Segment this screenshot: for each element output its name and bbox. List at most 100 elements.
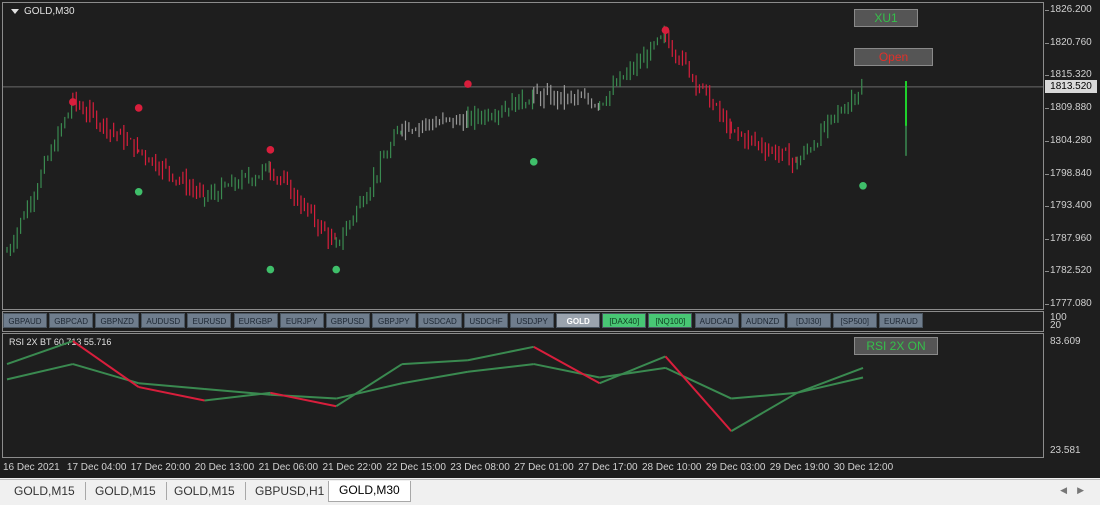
symbol-button-dax40[interactable]: [DAX40]	[602, 313, 647, 328]
symbol-button-sp500[interactable]: [SP500]	[832, 313, 877, 328]
symbol-button-nq100[interactable]: [NQ100]	[648, 313, 693, 328]
rsi-slow-line-segment	[796, 376, 864, 394]
rsi-chart-svg	[6, 340, 864, 432]
symbol-button-gbpcad[interactable]: GBPCAD	[49, 313, 94, 328]
rsi-slow-line-segment	[731, 391, 798, 400]
rsi-fast-line-segment	[664, 355, 733, 432]
price-chart-svg	[3, 25, 1043, 274]
symbol-bar-axis: 100 20	[1045, 311, 1100, 332]
tab-gold-m15-3[interactable]: GOLD,M15	[164, 482, 246, 500]
rsi-fast-line-segment	[796, 366, 864, 394]
rsi-fast-line-segment	[533, 345, 601, 385]
rsi-slow-line	[6, 363, 864, 400]
time-label: 16 Dec 2021	[3, 462, 60, 473]
time-label: 21 Dec 22:00	[322, 462, 383, 473]
symbol-button-gold[interactable]: GOLD	[556, 313, 601, 328]
time-label: 27 Dec 01:00	[514, 462, 574, 473]
price-tick-mark	[1045, 304, 1049, 305]
time-label: 29 Dec 03:00	[705, 462, 766, 473]
rsi-axis: 83.609 23.581	[1045, 333, 1100, 458]
price-tick-label: 1787.960	[1050, 232, 1092, 244]
chart-menu-icon[interactable]	[11, 8, 19, 14]
price-tick-mark	[1045, 42, 1049, 44]
rsi-fast-line	[6, 340, 864, 432]
symbol-button-audcad[interactable]: AUDCAD	[694, 313, 739, 328]
chart-tabs: GOLD,M15 GOLD,M15 GOLD,M15 GBPUSD,H1 GOL…	[0, 479, 1100, 505]
price-tick-mark	[1045, 271, 1049, 273]
buy-signal-dot	[134, 187, 143, 196]
buy-signal-dot	[332, 265, 341, 274]
symbol-button-usdjpy[interactable]: USDJPY	[510, 313, 555, 328]
rsi-fast-line-segment	[6, 340, 74, 366]
symbol-button-gbpaud[interactable]: GBPAUD	[3, 313, 47, 328]
symbol-button-gbpusd[interactable]: GBPUSD	[325, 313, 370, 328]
price-tick-label: 1793.400	[1050, 200, 1092, 212]
chart-title: GOLD,M30	[11, 6, 75, 17]
time-label: 29 Dec 19:00	[769, 462, 830, 473]
buy-signal-dot	[859, 181, 867, 190]
xu1-button[interactable]: XU1	[854, 9, 918, 27]
rsi-fast-line-segment	[730, 391, 798, 432]
rsi-fast-line-segment	[599, 355, 666, 385]
price-tick-mark	[1045, 238, 1049, 240]
symbol-button-gbpnzd[interactable]: GBPNZD	[95, 313, 140, 328]
symbol-button-gbpjpy[interactable]: GBPJPY	[371, 313, 416, 328]
symbol-button-audnzd[interactable]: AUDNZD	[740, 313, 785, 328]
price-tick-mark	[1045, 10, 1049, 11]
tab-gold-m15-2[interactable]: GOLD,M15	[85, 482, 167, 500]
price-tick-label: 1777.080	[1050, 298, 1092, 309]
axis-label-100: 100	[1050, 312, 1067, 323]
symbol-button-eurgbp[interactable]: EURGBP	[233, 313, 278, 328]
price-tick-mark	[1045, 206, 1049, 208]
price-tick-label: 1826.200	[1050, 4, 1092, 15]
time-label: 22 Dec 15:00	[386, 462, 446, 473]
rsi-pane[interactable]: RSI 2X BT 60.713 55.716 RSI 2X ON	[2, 333, 1044, 458]
rsi-axis-top: 83.609	[1050, 336, 1081, 347]
axis-label-20: 20	[1050, 320, 1062, 331]
tab-gold-m30[interactable]: GOLD,M30	[328, 481, 411, 502]
symbol-button-euraud[interactable]: EURAUD	[878, 313, 923, 328]
rsi-fast-line-segment	[138, 386, 205, 402]
open-button[interactable]: Open	[854, 48, 933, 66]
symbol-button-eurusd[interactable]: EURUSD	[187, 313, 232, 328]
rsi-slow-line-segment	[6, 363, 74, 381]
time-label: 23 Dec 08:00	[450, 462, 510, 473]
rsi-label: RSI 2X BT 60.713 55.716	[9, 337, 112, 347]
buy-signal-dot	[266, 265, 275, 274]
tab-gbpusd-h1[interactable]: GBPUSD,H1	[245, 482, 336, 500]
price-tick-label: 1804.280	[1050, 135, 1092, 147]
time-axis: 16 Dec 2021 17 Dec 04:00 17 Dec 20:00 20 De…	[0, 458, 1045, 478]
terminal-window: GOLD,M30 XU1 Open 1826.200 1820.760 1815.3…	[0, 0, 1100, 478]
symbol-button-audusd[interactable]: AUDUSD	[141, 313, 186, 328]
time-label: 30 Dec 12:00	[833, 462, 894, 473]
symbol-button-eurjpy[interactable]: EURJPY	[279, 313, 324, 328]
price-tick-mark	[1045, 75, 1049, 77]
price-chart-pane[interactable]: GOLD,M30 XU1 Open	[2, 2, 1044, 310]
chart-title-text: GOLD,M30	[24, 6, 75, 17]
price-tick-label: 1809.880	[1050, 101, 1092, 113]
price-tick-label: 1782.520	[1050, 265, 1092, 277]
rsi-fast-line-segment	[204, 391, 271, 402]
time-label: 27 Dec 17:00	[578, 462, 638, 473]
time-label: 17 Dec 20:00	[130, 462, 191, 473]
price-bars	[6, 25, 863, 256]
symbol-button-usdchf[interactable]: USDCHF	[464, 313, 508, 328]
rsi-slow-line-segment	[467, 363, 534, 373]
rsi-slow-line-segment	[599, 366, 666, 379]
rsi-toggle-button[interactable]: RSI 2X ON	[854, 337, 938, 355]
sell-signal-dot	[661, 26, 670, 34]
tab-scroll-icon[interactable]: ◀▶	[1060, 485, 1094, 495]
symbol-button-usdcad[interactable]: USDCAD	[417, 313, 462, 328]
current-price-label: 1813.520	[1045, 79, 1097, 93]
time-label: 20 Dec 13:00	[194, 462, 255, 473]
time-label: 21 Dec 06:00	[258, 462, 319, 473]
price-tick-mark	[1045, 107, 1049, 109]
price-tick-mark	[1045, 141, 1049, 143]
sell-signal-dot	[464, 80, 472, 88]
sell-signal-dot	[134, 104, 143, 112]
tab-gold-m15-1[interactable]: GOLD,M15	[4, 482, 86, 500]
rsi-slow-line-segment	[533, 363, 600, 379]
rsi-fast-line-segment	[467, 345, 534, 362]
symbol-button-dji30[interactable]: [DJI30]	[786, 313, 831, 328]
price-tick-mark	[1045, 173, 1049, 175]
